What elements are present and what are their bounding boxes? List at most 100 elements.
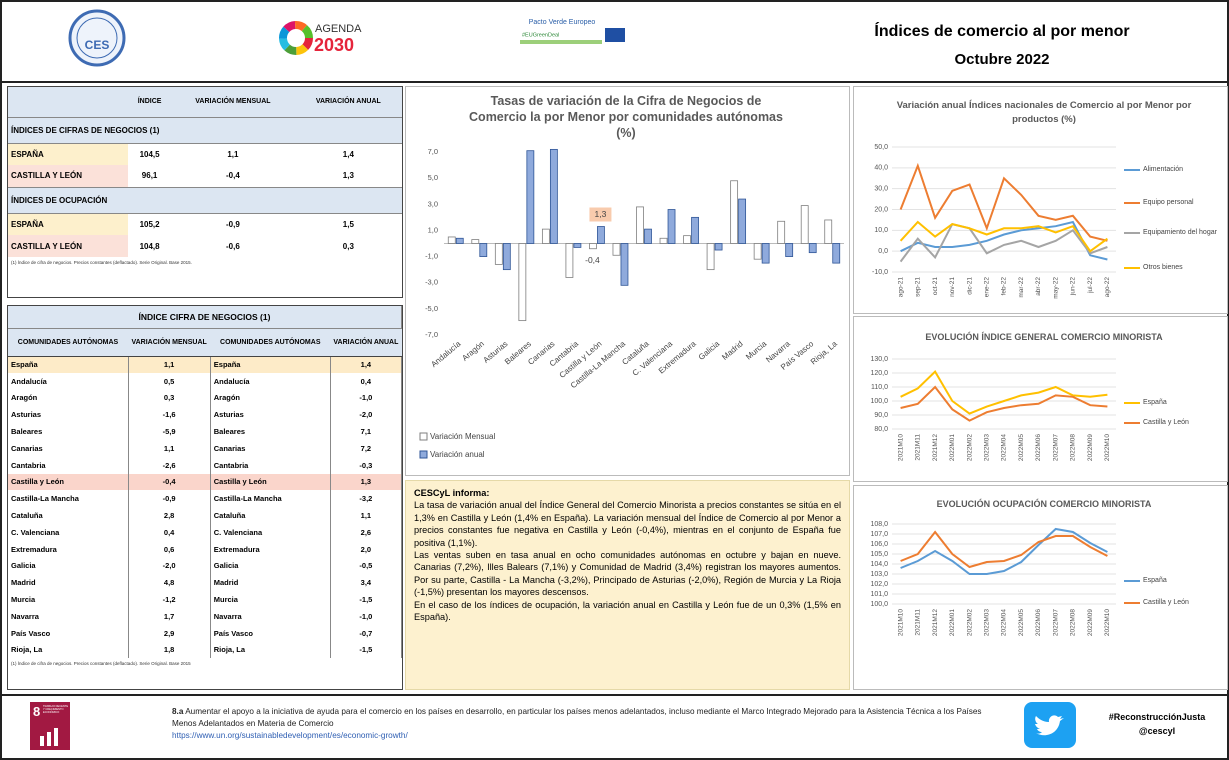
- cell: Canarias: [210, 439, 331, 457]
- page-title: Índices de comercio al por menor: [874, 21, 1129, 40]
- cell: -0,6: [226, 241, 240, 251]
- y-tick-label: 106,0: [870, 541, 888, 548]
- agenda-text: AGENDA: [315, 23, 362, 35]
- y-tick-label: 100,0: [870, 601, 888, 608]
- bar: [832, 243, 841, 264]
- cell: Cantabria: [8, 456, 129, 474]
- x-tick-label: 2022M08: [1070, 434, 1077, 461]
- ccaa-table: ÍNDICE CIFRA DE NEGOCIOS (1) COMUNIDADES …: [8, 306, 403, 659]
- data-row: Cataluña 2,8 Cataluña 1,1: [8, 507, 403, 524]
- legend-label: Equipo personal: [1143, 199, 1194, 206]
- data-row: Galicia -2,0 Galicia -0,5: [8, 557, 403, 575]
- cell: Andalucía: [8, 372, 129, 390]
- cell: 104,5: [139, 149, 160, 159]
- cell: Baleares: [210, 423, 331, 440]
- series-line: [900, 530, 1108, 569]
- cell: -1,2: [128, 591, 211, 608]
- bar: [777, 220, 786, 244]
- cell: Cantabria: [210, 456, 331, 474]
- cell: Asturias: [210, 406, 331, 424]
- cell: -1,5: [330, 641, 403, 659]
- data-row: Andalucía 0,5 Andalucía 0,4: [8, 372, 403, 390]
- series-line: [900, 385, 1108, 422]
- cell: ESPAÑA: [8, 213, 128, 235]
- cell: Madrid: [210, 574, 331, 592]
- cell: -2,0: [128, 557, 211, 575]
- y-tick-label: 90,0: [874, 412, 888, 419]
- column-header: VARIACIÓN MENSUAL: [171, 87, 295, 117]
- data-row: CASTILLA Y LEÓN 96,1 -0,4 1,3: [8, 165, 402, 187]
- x-tick-label: 2022M04: [1001, 434, 1008, 461]
- cell: -0,4: [128, 473, 211, 491]
- x-tick-label: jul-22: [1087, 277, 1094, 294]
- cell: -2,6: [128, 456, 211, 474]
- chart-title: EVOLUCIÓN OCUPACIÓN COMERCIO MINORISTA: [936, 499, 1152, 509]
- data-row: Canarias 1,1 Canarias 7,2: [8, 439, 403, 457]
- chart-plot: 100,0 101,0 102,0 103,0 104,0 105,0 106,0 107,0…: [870, 521, 1116, 636]
- y-tick-label: 108,0: [870, 521, 888, 528]
- data-row: Castilla y León -0,4 Castilla y León 1,3: [8, 473, 403, 491]
- bar: [636, 206, 644, 244]
- bar: [494, 243, 503, 265]
- cell: 2,9: [128, 624, 211, 642]
- cell: Rioja, La: [210, 641, 331, 659]
- section-title: ÍNDICES DE CIFRAS DE NEGOCIOS (1): [8, 116, 402, 144]
- bar: [565, 243, 574, 278]
- chart-title: Variación anual Índices nacionales de Co…: [896, 100, 1192, 125]
- cell: 0,3: [128, 389, 211, 407]
- cell: -0,5: [330, 557, 403, 575]
- line-chart-panel: EVOLUCIÓN OCUPACIÓN COMERCIO MINORISTA 10…: [853, 485, 1228, 690]
- x-tick-label: 2022M04: [1001, 609, 1008, 636]
- x-tick-label: 2022M06: [1035, 609, 1042, 636]
- y-tick-label: 120,0: [870, 370, 888, 377]
- cell: España: [210, 356, 331, 373]
- eu-flag: [605, 28, 625, 42]
- y-tick-label: 107,0: [870, 531, 888, 538]
- section-title: ÍNDICES DE OCUPACIÓN: [8, 186, 402, 214]
- cell: 0,6: [128, 540, 211, 558]
- page-subtitle: Octubre 2022: [954, 51, 1049, 68]
- x-tick-label: dic-21: [966, 277, 973, 295]
- sdg-graph: [40, 728, 58, 746]
- cell: Murcia: [8, 591, 129, 608]
- bar: [785, 243, 794, 257]
- x-tick-label: 2022M10: [1104, 609, 1111, 636]
- cell: 2,0: [330, 540, 403, 558]
- bar: [761, 243, 770, 264]
- twitter-icon[interactable]: [1024, 702, 1076, 748]
- cell: Castilla y León: [210, 473, 331, 491]
- y-tick-label: 50,0: [874, 144, 888, 151]
- bar: [800, 205, 809, 244]
- header-row: COMUNIDADES AUTÓNOMAS VARIACIÓN MENSUAL CO…: [8, 328, 402, 357]
- sdg-number: 8: [33, 704, 41, 719]
- y-tick-label: 30,0: [874, 186, 888, 193]
- x-tick-label: 2022M10: [1104, 434, 1111, 461]
- cell: Extremadura: [8, 540, 129, 558]
- cell: 2,6: [330, 523, 403, 541]
- cell: 1,1: [128, 439, 211, 457]
- bar: [612, 243, 621, 256]
- y-tick-label: 80,0: [874, 426, 888, 433]
- target-link[interactable]: https://www.un.org/sustainabledevelopmen…: [172, 731, 408, 740]
- bar: [597, 226, 605, 244]
- data-row: Madrid 4,8 Madrid 3,4: [8, 574, 403, 592]
- cell: Aragón: [8, 389, 129, 407]
- legend-label: Equipamiento del hogar: [1143, 229, 1217, 236]
- x-tick-label: 2021M12: [932, 609, 939, 636]
- ccaa-panel: ÍNDICE CIFRA DE NEGOCIOS (1) COMUNIDADES …: [7, 305, 403, 690]
- cell: -2,0: [330, 406, 403, 424]
- x-tick-label: abr-22: [1035, 277, 1042, 296]
- title-row: ÍNDICE CIFRA DE NEGOCIOS (1): [8, 306, 402, 329]
- cell: Cataluña: [210, 507, 331, 524]
- cell: 96,1: [141, 171, 158, 181]
- y-tick-label: 20,0: [874, 206, 888, 213]
- cell: Andalucía: [210, 372, 331, 390]
- data-row: ESPAÑA 104,5 1,1 1,4: [8, 143, 402, 165]
- bar: [691, 216, 699, 244]
- line-chart-panel: Variación anual Índices nacionales de Co…: [853, 86, 1228, 314]
- summary-table: ÍNDICE VARIACIÓN MENSUAL VARIACIÓN ANUAL ÍN…: [8, 87, 402, 257]
- series-line: [899, 220, 1108, 253]
- x-tick-label: 2021M10: [897, 434, 904, 461]
- column-header: COMUNIDADES AUTÓNOMAS: [210, 328, 331, 357]
